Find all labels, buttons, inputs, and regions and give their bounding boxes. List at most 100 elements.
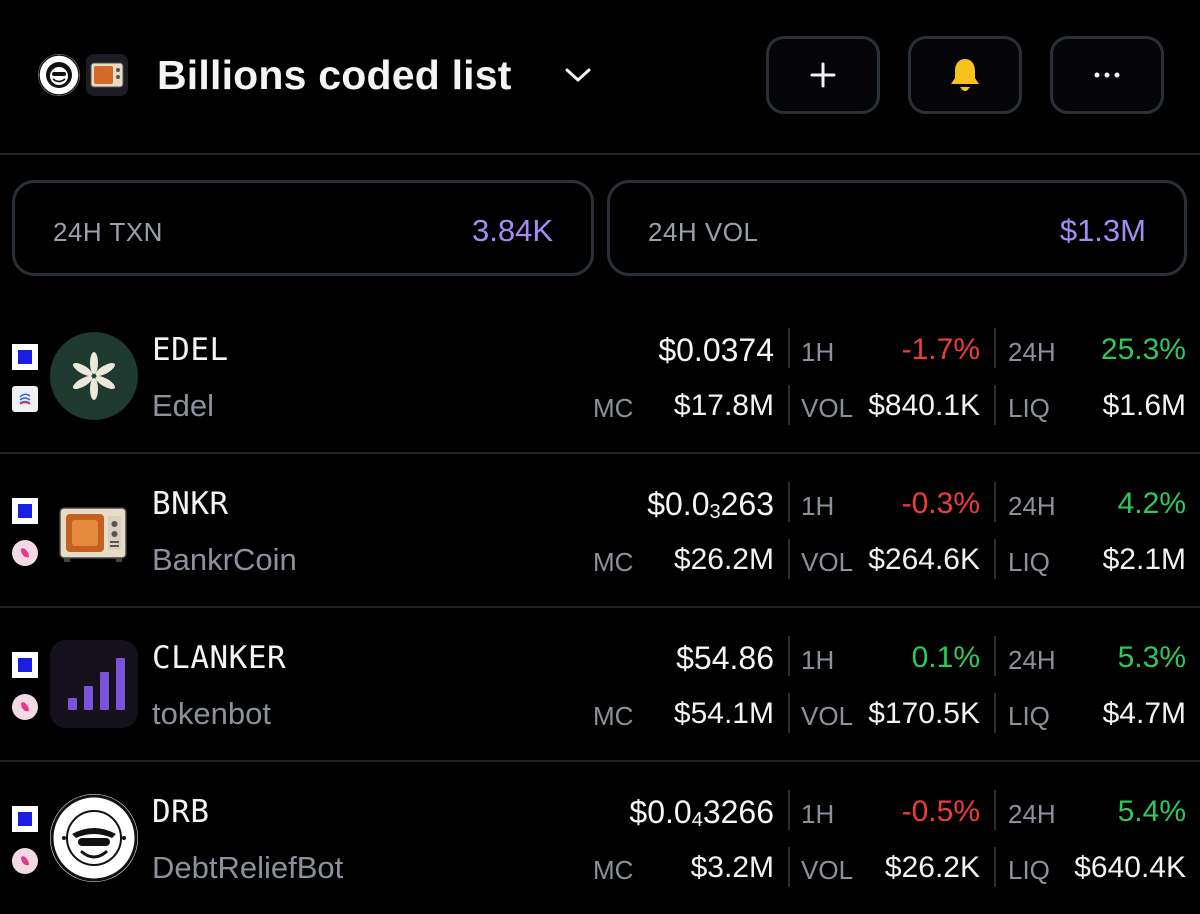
h24-label: 24H — [1008, 645, 1056, 675]
token-price: $0.03263 — [647, 486, 774, 524]
edel-flower-icon — [50, 332, 138, 420]
list-title[interactable]: Billions coded list — [157, 52, 512, 98]
vol-label: VOL — [801, 701, 854, 731]
h1-change: -0.3% — [901, 487, 980, 520]
uniswap-icon — [12, 694, 38, 720]
liq-value: $640.4K — [1074, 851, 1186, 884]
token-price: $0.043266 — [629, 794, 774, 832]
divider — [994, 693, 996, 733]
token-row-clanker[interactable]: CLANKER tokenbot $54.86 MC $54.1M 1H 0.1… — [0, 608, 1200, 760]
mc-value: $26.2M — [673, 543, 774, 576]
divider — [994, 539, 996, 579]
vol-value: $840.1K — [868, 389, 980, 422]
liq-value: $2.1M — [1102, 543, 1186, 576]
stat-label: 24H VOL — [648, 217, 759, 247]
divider — [994, 328, 996, 368]
price-digits: 263 — [720, 486, 774, 522]
divider — [994, 482, 996, 522]
stat-value: 3.84K — [471, 213, 553, 248]
mc-label: MC — [593, 855, 634, 885]
divider — [994, 847, 996, 887]
vol-label: VOL — [801, 393, 854, 423]
select-checkbox[interactable] — [12, 498, 38, 524]
select-checkbox[interactable] — [12, 806, 38, 832]
h1-label: 1H — [801, 337, 835, 367]
vol-value: $170.5K — [868, 697, 980, 730]
bankr-tv-icon — [50, 486, 138, 574]
h1-change: -1.7% — [901, 333, 980, 366]
token-price: $54.86 — [676, 640, 774, 676]
uniswap-icon — [12, 540, 38, 566]
token-symbol: BNKR — [152, 486, 229, 522]
token-price: $0.0374 — [658, 332, 774, 368]
h24-label: 24H — [1008, 799, 1056, 829]
divider — [788, 328, 790, 368]
row-divider — [0, 452, 1200, 454]
price-digits: 3266 — [702, 794, 774, 830]
vol-label: VOL — [801, 855, 854, 885]
h24-change: 25.3% — [1100, 333, 1186, 366]
divider — [788, 693, 790, 733]
vol-value: $26.2K — [884, 851, 980, 884]
select-checkbox[interactable] — [12, 652, 38, 678]
plus-icon — [810, 62, 836, 88]
h1-change: 0.1% — [911, 641, 980, 674]
divider — [788, 539, 790, 579]
token-name: BankrCoin — [152, 542, 297, 577]
liq-label: LIQ — [1008, 855, 1050, 885]
mc-value: $54.1M — [673, 697, 774, 730]
h1-label: 1H — [801, 645, 835, 675]
token-row-bnkr[interactable]: BNKR BankrCoin $0.03263 MC $26.2M 1H -0.… — [0, 454, 1200, 606]
list-header: Billions coded list — [0, 0, 1200, 154]
row-divider — [0, 760, 1200, 762]
mc-value: $3.2M — [690, 851, 774, 884]
stat-24h-txn: 24H TXN 3.84K — [12, 180, 594, 276]
chevron-down-icon[interactable] — [563, 60, 593, 90]
token-symbol: DRB — [152, 794, 210, 830]
header-divider — [0, 153, 1200, 155]
price-zero-count: 3 — [709, 501, 721, 523]
h1-label: 1H — [801, 491, 835, 521]
liq-label: LIQ — [1008, 393, 1050, 423]
mc-label: MC — [593, 393, 634, 423]
more-options-button[interactable] — [1050, 36, 1164, 114]
token-symbol: CLANKER — [152, 640, 287, 676]
divider — [788, 636, 790, 676]
token-row-drb[interactable]: DRB DebtReliefBot $0.043266 MC $3.2M 1H … — [0, 762, 1200, 914]
add-button[interactable] — [766, 36, 880, 114]
select-checkbox[interactable] — [12, 344, 38, 370]
row-divider — [0, 606, 1200, 608]
h24-label: 24H — [1008, 337, 1056, 367]
h24-change: 5.3% — [1117, 641, 1186, 674]
bankr-logo-icon — [86, 54, 128, 96]
price-prefix: $0.0 — [629, 794, 692, 830]
liq-label: LIQ — [1008, 547, 1050, 577]
liq-value: $4.7M — [1102, 697, 1186, 730]
alerts-button[interactable] — [908, 36, 1022, 114]
divider — [788, 482, 790, 522]
liq-label: LIQ — [1008, 701, 1050, 731]
h24-label: 24H — [1008, 491, 1056, 521]
token-row-edel[interactable]: EDEL Edel $0.0374 MC $17.8M 1H -1.7% VOL… — [0, 300, 1200, 452]
token-name: tokenbot — [152, 696, 271, 731]
divider — [788, 847, 790, 887]
stat-label: 24H TXN — [53, 217, 163, 247]
h24-change: 4.2% — [1117, 487, 1186, 520]
token-symbol: EDEL — [152, 332, 229, 368]
vol-label: VOL — [801, 547, 854, 577]
list-icons — [38, 54, 128, 96]
token-name: Edel — [152, 388, 215, 423]
divider — [788, 385, 790, 425]
token-name: DebtReliefBot — [152, 850, 344, 885]
h24-change: 5.4% — [1117, 795, 1186, 828]
divider — [994, 790, 996, 830]
mc-label: MC — [593, 547, 634, 577]
h1-change: -0.5% — [901, 795, 980, 828]
divider — [994, 385, 996, 425]
drb-task-force-icon — [50, 794, 138, 882]
divider — [994, 636, 996, 676]
bell-icon — [951, 59, 979, 91]
drb-logo-icon — [38, 54, 80, 96]
liq-value: $1.6M — [1102, 389, 1186, 422]
uniswap-icon — [12, 848, 38, 874]
